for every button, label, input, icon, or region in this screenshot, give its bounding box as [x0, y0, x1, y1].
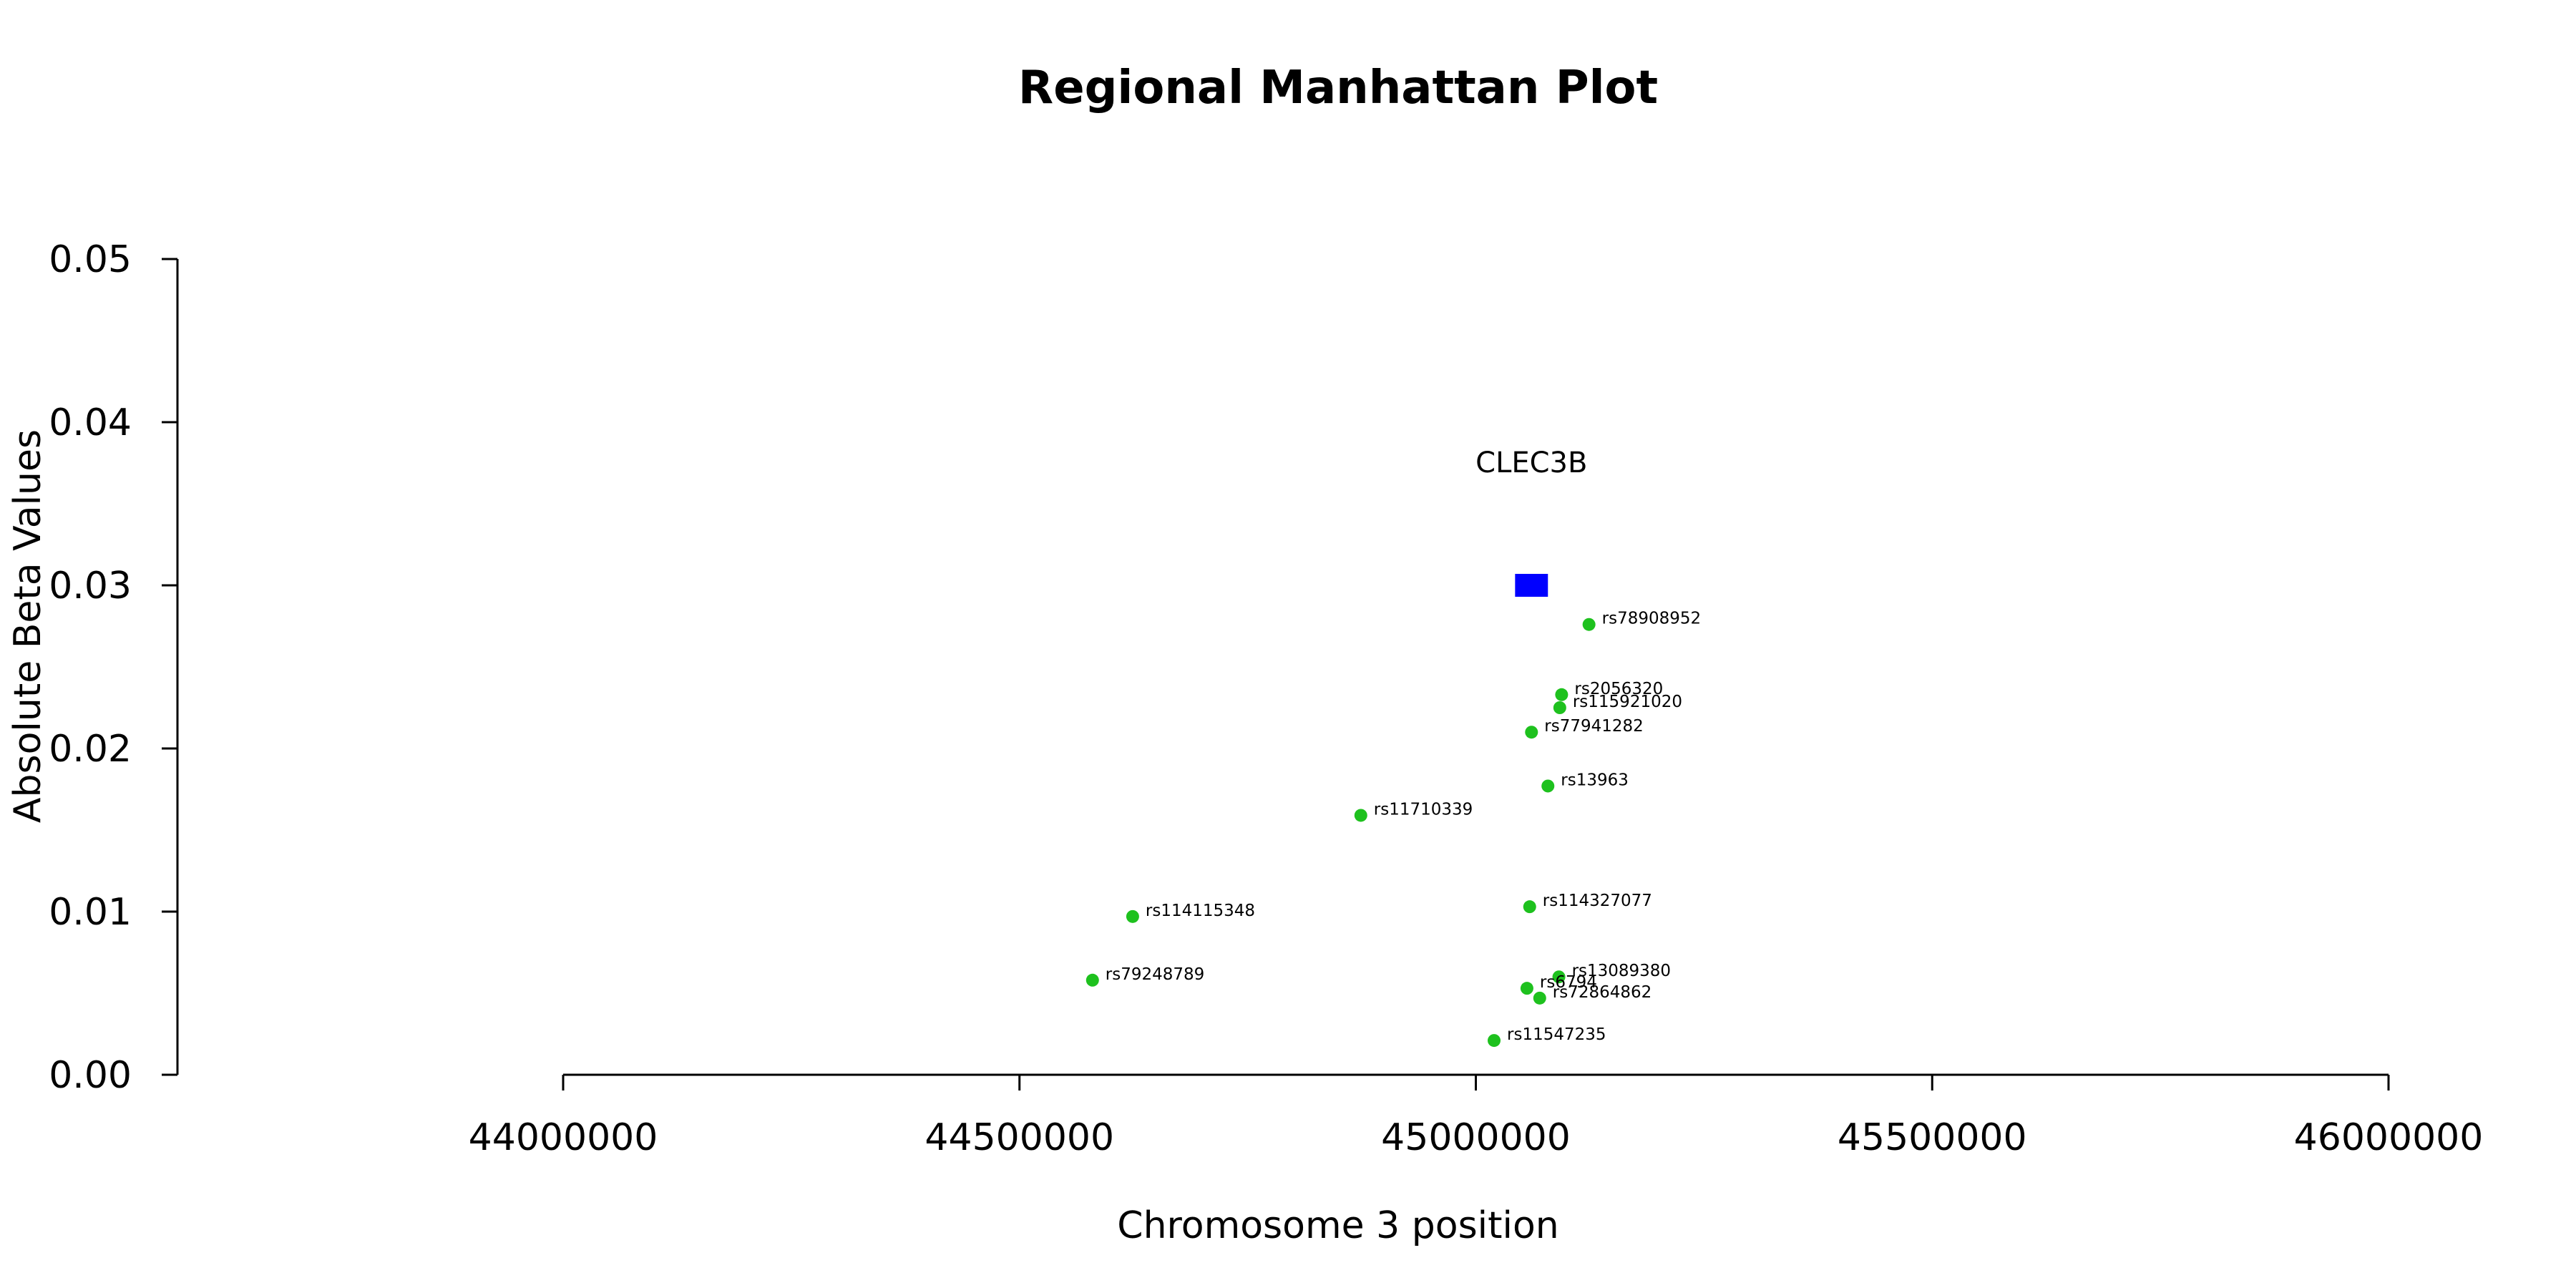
snp-label: rs115921020 — [1573, 693, 1682, 711]
snp-point — [1541, 779, 1555, 793]
chart-title: Regional Manhattan Plot — [1018, 62, 1658, 114]
snp-point — [1488, 1034, 1501, 1048]
y-tick-label: 0.00 — [49, 1054, 132, 1097]
snp-point — [1126, 909, 1139, 923]
snp-label: rs79248789 — [1106, 965, 1205, 984]
snp-label: rs77941282 — [1544, 717, 1644, 736]
x-tick-label: 46000000 — [2294, 1116, 2484, 1159]
snp-label: rs2056320 — [1574, 680, 1663, 698]
snp-point — [1582, 618, 1596, 631]
y-tick-label: 0.04 — [49, 401, 132, 444]
snp-label: rs6794 — [1540, 973, 1597, 992]
x-axis-ticks: 44000000 44500000 45000000 45500000 46000000 — [469, 1075, 2484, 1159]
snp-label: rs11547235 — [1507, 1025, 1606, 1044]
snp-point — [1552, 970, 1566, 984]
snp-point — [1533, 991, 1546, 1005]
gene-label: CLEC3B — [1475, 447, 1587, 479]
gene-marker-clec3b — [1515, 574, 1548, 597]
snp-point — [1555, 688, 1568, 701]
x-tick-label: 44500000 — [924, 1116, 1114, 1159]
snp-label: rs72864862 — [1553, 983, 1652, 1002]
y-tick-label: 0.03 — [49, 565, 132, 608]
y-tick-label: 0.01 — [49, 891, 132, 934]
x-tick-label: 45500000 — [1838, 1116, 2027, 1159]
snp-label: rs11710339 — [1374, 800, 1473, 819]
snp-label: rs114327077 — [1543, 892, 1652, 910]
gene-track: CLEC3B — [1475, 447, 1587, 597]
snp-point — [1354, 809, 1367, 822]
snp-label: rs13089380 — [1572, 962, 1672, 980]
snp-label: rs13963 — [1561, 771, 1629, 789]
snp-point — [1520, 982, 1533, 995]
snp-point — [1553, 701, 1566, 714]
x-tick-label: 44000000 — [469, 1116, 658, 1159]
y-tick-label: 0.05 — [49, 238, 132, 281]
x-axis-label: Chromosome 3 position — [1117, 1204, 1558, 1247]
snp-point — [1525, 726, 1538, 739]
snp-label: rs78908952 — [1602, 610, 1702, 628]
x-tick-label: 45000000 — [1381, 1116, 1571, 1159]
y-axis-ticks: 0.00 0.01 0.02 0.03 0.04 0.05 — [49, 238, 177, 1097]
y-tick-label: 0.02 — [49, 728, 132, 771]
y-axis-label: Absolute Beta Values — [6, 429, 49, 823]
snp-point — [1523, 900, 1536, 914]
snp-point — [1085, 973, 1099, 987]
snp-label: rs114115348 — [1146, 902, 1255, 920]
